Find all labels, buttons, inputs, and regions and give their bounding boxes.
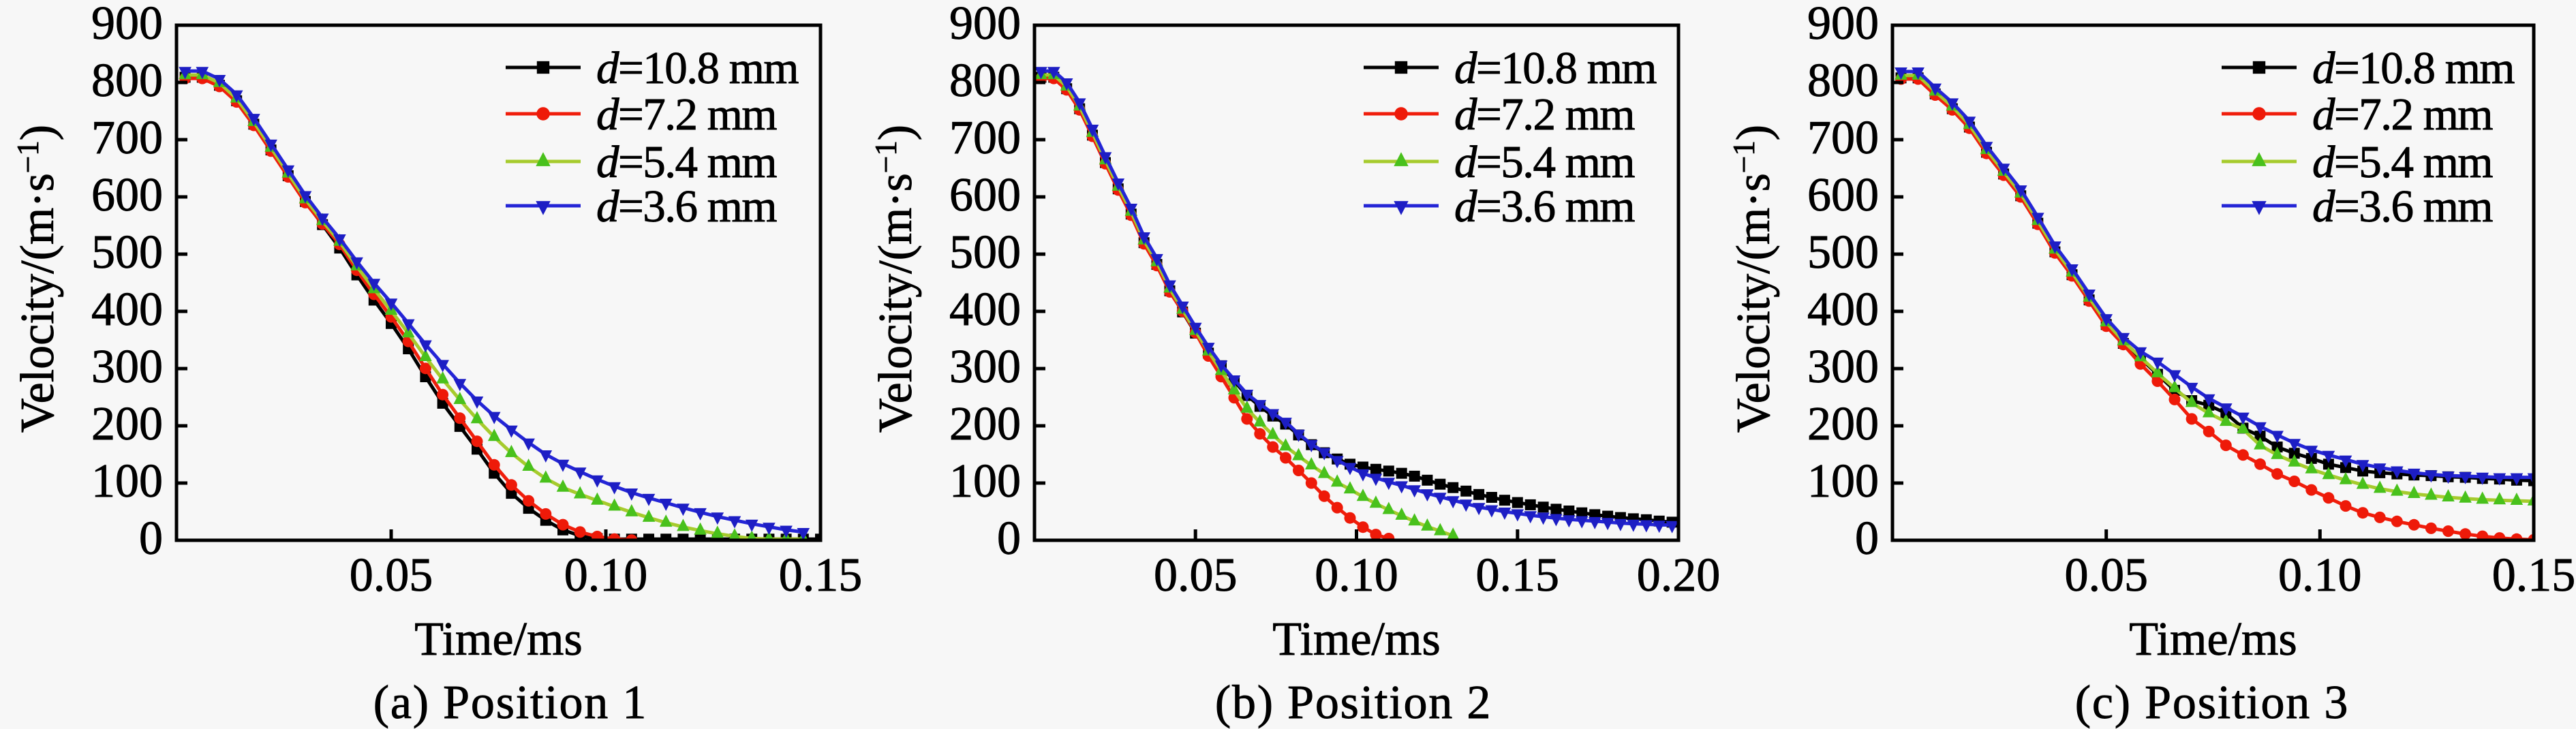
svg-text:300: 300 (949, 341, 1021, 393)
svg-text:200: 200 (91, 398, 163, 450)
svg-text:300: 300 (91, 341, 163, 393)
svg-text:0.05: 0.05 (350, 549, 433, 602)
svg-text:(a) Position 1: (a) Position 1 (373, 677, 647, 729)
svg-text:0.05: 0.05 (2064, 549, 2148, 602)
svg-text:d=10.8 mm: d=10.8 mm (2312, 43, 2515, 93)
svg-text:(b) Position 2: (b) Position 2 (1215, 677, 1492, 729)
svg-text:0: 0 (997, 512, 1021, 565)
svg-text:d=5.4 mm: d=5.4 mm (596, 137, 777, 187)
svg-text:800: 800 (1807, 55, 1879, 107)
svg-text:0: 0 (139, 512, 163, 565)
svg-text:400: 400 (91, 283, 163, 336)
svg-text:Time/ms: Time/ms (414, 613, 582, 666)
svg-text:d=7.2 mm: d=7.2 mm (1454, 89, 1635, 140)
svg-text:Velocity/(m·s−1): Velocity/(m·s−1) (869, 125, 922, 433)
svg-text:100: 100 (949, 455, 1021, 508)
svg-text:0.10: 0.10 (2278, 549, 2362, 602)
svg-text:700: 700 (949, 112, 1021, 164)
svg-text:600: 600 (1807, 169, 1879, 221)
svg-text:700: 700 (1807, 112, 1879, 164)
svg-text:0.15: 0.15 (1476, 549, 1560, 602)
svg-text:800: 800 (949, 55, 1021, 107)
svg-text:0.05: 0.05 (1154, 549, 1238, 602)
svg-text:d=5.4 mm: d=5.4 mm (1454, 137, 1635, 187)
svg-text:100: 100 (91, 455, 163, 508)
svg-text:900: 900 (91, 0, 163, 50)
svg-text:d=7.2 mm: d=7.2 mm (2312, 89, 2493, 140)
svg-text:900: 900 (949, 0, 1021, 50)
svg-text:0: 0 (1855, 512, 1879, 565)
svg-text:100: 100 (1807, 455, 1879, 508)
svg-text:600: 600 (949, 169, 1021, 221)
svg-text:700: 700 (91, 112, 163, 164)
svg-text:d=10.8 mm: d=10.8 mm (1454, 43, 1657, 93)
svg-text:d=3.6 mm: d=3.6 mm (1454, 181, 1635, 232)
svg-text:Velocity/(m·s−1): Velocity/(m·s−1) (11, 125, 64, 433)
svg-text:500: 500 (949, 226, 1021, 279)
svg-text:d=3.6 mm: d=3.6 mm (596, 181, 777, 232)
svg-text:300: 300 (1807, 341, 1879, 393)
svg-text:200: 200 (949, 398, 1021, 450)
svg-text:600: 600 (91, 169, 163, 221)
svg-text:Time/ms: Time/ms (2129, 613, 2297, 666)
svg-text:(c) Position 3: (c) Position 3 (2075, 677, 2349, 729)
svg-text:500: 500 (91, 226, 163, 279)
svg-text:400: 400 (1807, 283, 1879, 336)
svg-text:d=7.2 mm: d=7.2 mm (596, 89, 777, 140)
svg-text:d=3.6 mm: d=3.6 mm (2312, 181, 2493, 232)
svg-text:d=5.4 mm: d=5.4 mm (2312, 137, 2493, 187)
svg-text:0.15: 0.15 (2492, 549, 2576, 602)
svg-text:d=10.8 mm: d=10.8 mm (596, 43, 799, 93)
svg-text:0.10: 0.10 (564, 549, 648, 602)
svg-text:Velocity/(m·s−1): Velocity/(m·s−1) (1727, 125, 1780, 433)
svg-text:Time/ms: Time/ms (1272, 613, 1440, 666)
svg-text:200: 200 (1807, 398, 1879, 450)
svg-text:0.20: 0.20 (1637, 549, 1721, 602)
svg-text:500: 500 (1807, 226, 1879, 279)
svg-text:0.10: 0.10 (1315, 549, 1398, 602)
svg-text:0.15: 0.15 (779, 549, 863, 602)
svg-text:900: 900 (1807, 0, 1879, 50)
svg-text:800: 800 (91, 55, 163, 107)
svg-text:400: 400 (949, 283, 1021, 336)
